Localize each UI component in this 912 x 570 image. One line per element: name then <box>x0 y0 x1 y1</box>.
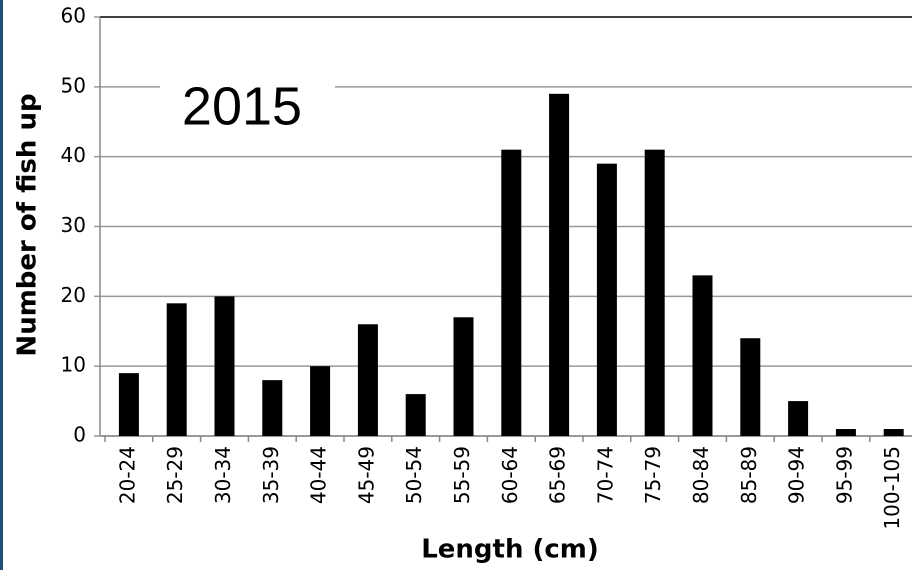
bar <box>501 149 522 436</box>
x-tick-label: 90-94 <box>785 446 809 504</box>
bar <box>310 366 331 436</box>
bar <box>405 394 426 436</box>
bar <box>596 163 617 436</box>
y-tick-label: 50 <box>61 73 86 97</box>
x-tick-label: 100-105 <box>880 446 904 530</box>
bar <box>453 317 474 436</box>
x-tick-label: 70-74 <box>593 446 617 504</box>
bar <box>692 275 713 436</box>
x-tick-label: 20-24 <box>115 446 139 504</box>
bar <box>835 429 856 436</box>
y-tick-label: 40 <box>61 143 86 167</box>
x-tick-label: 45-49 <box>354 446 378 504</box>
x-tick-label: 80-84 <box>689 446 713 504</box>
x-tick-label: 95-99 <box>832 446 856 504</box>
x-tick-label: 75-79 <box>641 446 665 504</box>
y-axis-label: Number of fish up <box>13 93 43 356</box>
bar <box>166 303 187 436</box>
y-tick-label: 60 <box>61 4 86 28</box>
left-edge <box>0 0 3 570</box>
annotation: 2015 <box>182 76 302 136</box>
x-tick-label: 55-59 <box>450 446 474 504</box>
bar <box>644 149 665 436</box>
x-tick-label: 25-29 <box>163 446 187 504</box>
x-tick-label: 65-69 <box>546 446 570 504</box>
bar <box>357 324 378 436</box>
y-tick-label: 30 <box>61 213 86 237</box>
x-tick-label: 35-39 <box>259 446 283 504</box>
bar <box>214 296 235 436</box>
annotation-bg <box>160 72 335 142</box>
y-tick-label: 20 <box>61 283 86 307</box>
y-tick-label: 0 <box>73 423 86 447</box>
x-axis-label: Length (cm) <box>421 535 599 565</box>
x-tick-label: 85-89 <box>737 446 761 504</box>
bar <box>549 93 570 437</box>
x-tick-label: 60-64 <box>498 446 522 504</box>
bar <box>740 338 761 436</box>
bar <box>118 373 139 436</box>
x-tick-label: 50-54 <box>402 446 426 504</box>
bar <box>262 380 283 436</box>
y-tick-label: 10 <box>61 353 86 377</box>
bar <box>883 429 904 436</box>
x-tick-label: 40-44 <box>307 446 331 504</box>
x-tick-label: 30-34 <box>211 446 235 504</box>
bar <box>788 401 809 436</box>
